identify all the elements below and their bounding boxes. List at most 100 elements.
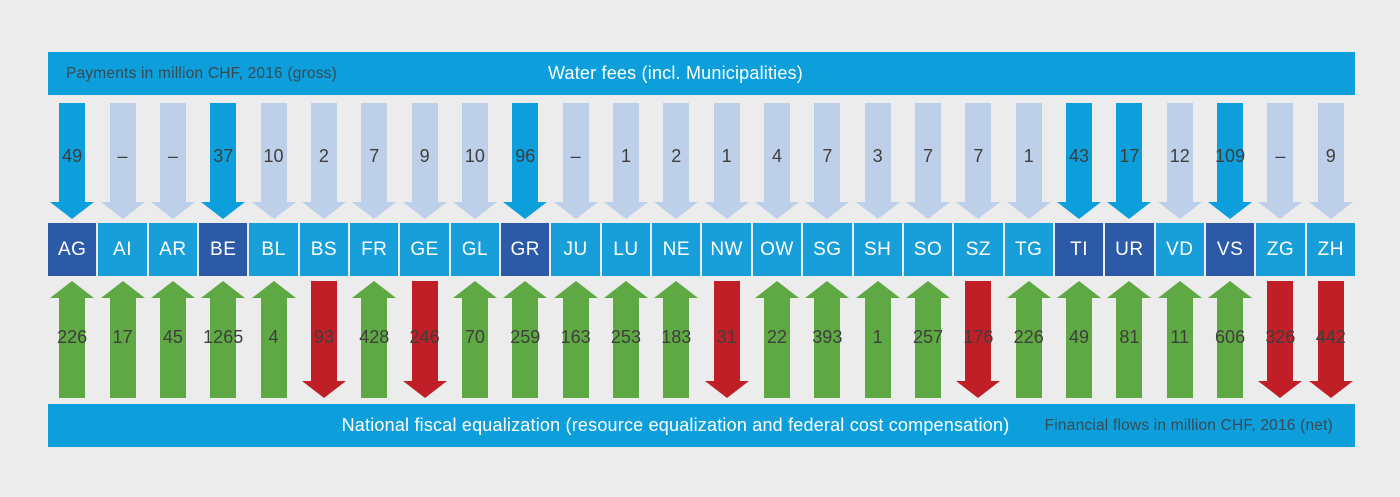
arrow-shaft [1066, 298, 1093, 398]
arrow-head-down-icon [251, 202, 296, 219]
canton-column: 7 SG 393 [803, 103, 852, 398]
water-fee-down-arrow [503, 103, 548, 219]
water-fee-zone: 3 [854, 103, 902, 219]
water-fee-down-arrow [1308, 103, 1353, 219]
canton-column: 4 OW 22 [752, 103, 802, 398]
arrow-shaft [109, 103, 136, 202]
canton-box: NW [702, 223, 751, 276]
arrow-shaft [1166, 298, 1193, 398]
equalization-down-arrow [956, 281, 1001, 398]
water-fee-zone: 7 [954, 103, 1002, 219]
arrow-head-up-icon [1157, 281, 1202, 298]
arrow-head-down-icon [201, 202, 246, 219]
equalization-zone: 442 [1307, 281, 1355, 398]
water-fee-zone: – [98, 103, 146, 219]
arrow-shaft [59, 103, 86, 202]
equalization-down-arrow [704, 281, 749, 398]
arrow-shaft [260, 103, 287, 202]
arrow-shaft [1217, 298, 1244, 398]
water-fee-zone: 2 [652, 103, 700, 219]
arrow-head-up-icon [150, 281, 195, 298]
equalization-zone: 70 [451, 281, 499, 398]
equalization-up-arrow [1057, 281, 1102, 398]
water-fee-down-arrow [50, 103, 95, 219]
water-fee-down-arrow [956, 103, 1001, 219]
water-fee-zone: 17 [1105, 103, 1153, 219]
canton-column: 17 UR 81 [1105, 103, 1154, 398]
equalization-zone: 163 [551, 281, 599, 398]
arrow-shaft [965, 103, 992, 202]
canton-column: – JU 163 [551, 103, 600, 398]
water-fee-zone: 109 [1206, 103, 1254, 219]
equalization-zone: 226 [48, 281, 96, 398]
canton-label: BS [310, 238, 338, 260]
water-fees-title-bar: Payments in million CHF, 2016 (gross) Wa… [48, 52, 1355, 95]
canton-label: BL [261, 238, 286, 260]
arrow-shaft [159, 298, 186, 398]
water-fee-down-arrow [906, 103, 951, 219]
canton-box: ZH [1306, 223, 1355, 276]
canton-label: TI [1070, 238, 1088, 260]
canton-box: TG [1004, 223, 1053, 276]
equalization-zone: 22 [753, 281, 801, 398]
equalization-zone: 11 [1156, 281, 1204, 398]
arrow-head-down-icon [704, 202, 749, 219]
water-fee-down-arrow [1157, 103, 1202, 219]
arrow-head-down-icon [100, 202, 145, 219]
arrow-head-down-icon [654, 202, 699, 219]
arrow-shaft [1116, 103, 1143, 202]
equalization-title: National fiscal equalization (resource e… [341, 415, 1010, 435]
equalization-up-arrow [553, 281, 598, 398]
water-fee-zone: 1 [1005, 103, 1053, 219]
water-fee-down-arrow [1208, 103, 1253, 219]
equalization-down-arrow [402, 281, 447, 398]
gross-units-label: Payments in million CHF, 2016 (gross) [66, 64, 337, 82]
equalization-up-arrow [654, 281, 699, 398]
arrow-head-down-icon [1107, 202, 1152, 219]
arrow-head-up-icon [100, 281, 145, 298]
arrow-head-up-icon [1057, 281, 1102, 298]
arrow-head-down-icon [352, 202, 397, 219]
arrow-shaft [210, 298, 237, 398]
canton-column: 9 GE 246 [400, 103, 449, 398]
water-fee-zone: 9 [1307, 103, 1355, 219]
equalization-zone: 246 [400, 281, 448, 398]
water-fee-down-arrow [452, 103, 497, 219]
water-fee-down-arrow [754, 103, 799, 219]
canton-label: AI [113, 238, 132, 260]
canton-box: TI [1054, 223, 1104, 276]
water-fees-title: Water fees (incl. Municipalities) [547, 63, 803, 83]
equalization-up-arrow [50, 281, 95, 398]
canton-column: 7 SZ 176 [954, 103, 1003, 398]
arrow-shaft [562, 103, 589, 202]
equalization-up-arrow [1107, 281, 1152, 398]
water-fee-zone: 1 [702, 103, 750, 219]
canton-column: – ZG 326 [1256, 103, 1305, 398]
canton-box: UR [1105, 223, 1154, 276]
equalization-down-arrow [301, 281, 346, 398]
arrow-head-down-icon [805, 202, 850, 219]
arrow-shaft [109, 298, 136, 398]
arrow-head-down-icon [906, 202, 951, 219]
equalization-zone: 326 [1256, 281, 1304, 398]
arrow-shaft [461, 103, 488, 202]
arrow-head-down-icon [301, 202, 346, 219]
arrow-shaft [1267, 281, 1294, 381]
arrow-shaft [915, 298, 942, 398]
canton-column: 12 VD 11 [1155, 103, 1204, 398]
equalization-up-arrow [805, 281, 850, 398]
arrow-head-up-icon [503, 281, 548, 298]
arrow-shaft [59, 298, 86, 398]
arrow-head-up-icon [654, 281, 699, 298]
water-fee-zone: 37 [199, 103, 247, 219]
arrow-head-down-icon [402, 381, 447, 398]
arrow-shaft [1066, 103, 1093, 202]
canton-label: VS [1216, 238, 1244, 260]
canton-label: ZH [1317, 238, 1344, 260]
canton-box: OW [752, 223, 802, 276]
arrow-shaft [1166, 103, 1193, 202]
canton-label: TG [1015, 238, 1043, 260]
arrow-head-down-icon [704, 381, 749, 398]
water-fee-down-arrow [1057, 103, 1102, 219]
equalization-title-bar: National fiscal equalization (resource e… [48, 404, 1355, 447]
